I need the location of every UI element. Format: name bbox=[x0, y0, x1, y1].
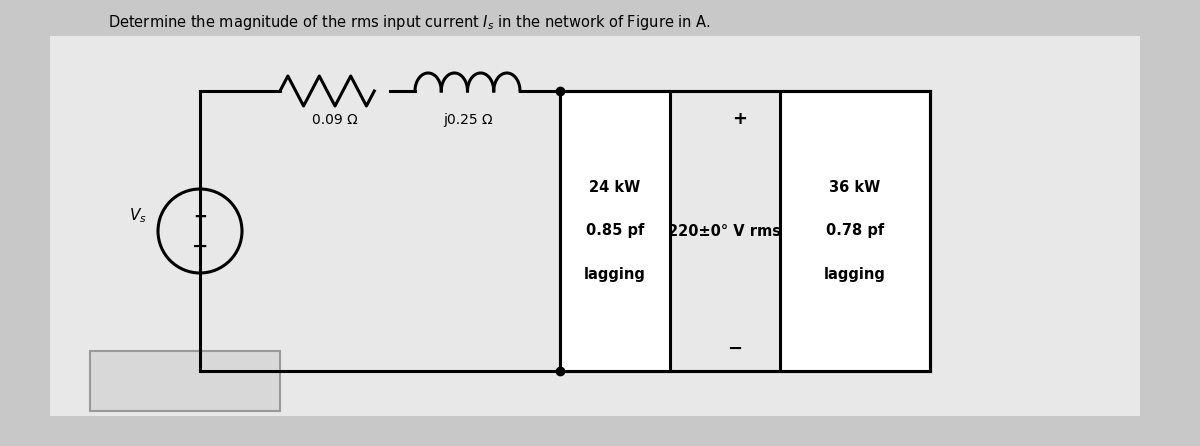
Text: +: + bbox=[193, 208, 206, 226]
Text: j0.25 Ω: j0.25 Ω bbox=[443, 113, 492, 127]
Text: 36 kW: 36 kW bbox=[829, 179, 881, 194]
Text: Determine the magnitude of the rms input current $I_s$ in the network of Figure : Determine the magnitude of the rms input… bbox=[108, 13, 710, 33]
Text: 24 kW: 24 kW bbox=[589, 179, 641, 194]
Text: +: + bbox=[732, 110, 748, 128]
Text: 0.85 pf: 0.85 pf bbox=[586, 223, 644, 239]
Bar bbox=[560, 91, 930, 371]
Bar bbox=[780, 91, 930, 371]
Bar bbox=[560, 91, 670, 371]
Bar bbox=[50, 36, 1140, 416]
Text: $V_s$: $V_s$ bbox=[130, 206, 146, 225]
Bar bbox=[90, 351, 280, 411]
Text: −: − bbox=[192, 236, 208, 256]
Text: −: − bbox=[727, 340, 743, 358]
Text: 0.78 pf: 0.78 pf bbox=[826, 223, 884, 239]
Text: 220±0° V rms: 220±0° V rms bbox=[668, 223, 781, 239]
Text: lagging: lagging bbox=[584, 268, 646, 282]
Text: 0.09 Ω: 0.09 Ω bbox=[312, 113, 358, 127]
Text: lagging: lagging bbox=[824, 268, 886, 282]
